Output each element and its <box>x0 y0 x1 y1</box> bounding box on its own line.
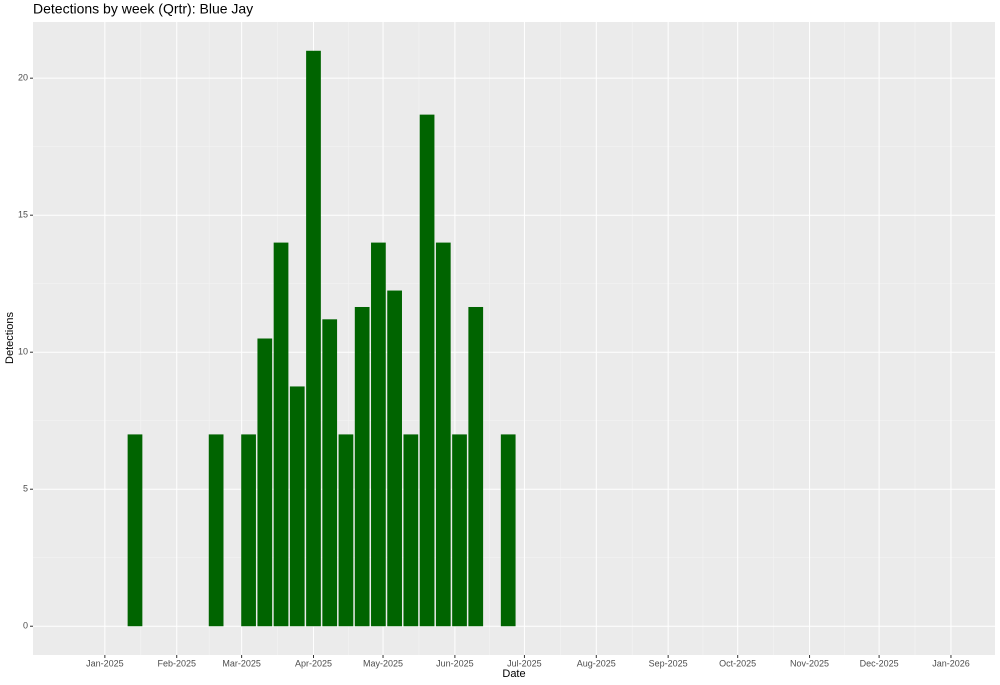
x-tick-label: Jul-2025 <box>507 658 542 668</box>
y-axis-label: Detections <box>4 312 16 364</box>
bar <box>127 434 143 627</box>
y-tick-label: 0 <box>23 621 28 631</box>
x-tick-label: Nov-2025 <box>790 658 829 668</box>
x-tick-label: Sep-2025 <box>649 658 688 668</box>
bar <box>354 306 370 627</box>
x-tick-label: Oct-2025 <box>719 658 756 668</box>
bar <box>403 434 419 627</box>
bar <box>371 242 386 627</box>
x-axis-label: Date <box>502 668 525 680</box>
x-tick-label: May-2025 <box>363 658 403 668</box>
y-tick-label: 5 <box>23 484 28 494</box>
bar <box>273 242 289 627</box>
bar <box>419 114 435 627</box>
bar <box>435 242 451 627</box>
chart-title: Detections by week (Qrtr): Blue Jay <box>33 1 253 17</box>
x-tick-label: Mar-2025 <box>222 658 261 668</box>
x-tick-label: Jun-2025 <box>436 658 474 668</box>
x-tick-label: Jan-2025 <box>86 658 124 668</box>
bar <box>306 50 321 627</box>
bar <box>241 434 256 627</box>
bar <box>387 290 402 627</box>
y-tick-label: 20 <box>18 73 28 83</box>
x-tick-label: Apr-2025 <box>295 658 332 668</box>
bar <box>322 319 338 627</box>
bar <box>500 434 516 627</box>
y-tick-label: 10 <box>18 347 28 357</box>
bar <box>452 434 467 627</box>
x-tick-label: Dec-2025 <box>860 658 899 668</box>
bar <box>468 306 484 627</box>
x-tick-label: Feb-2025 <box>157 658 196 668</box>
bar <box>257 338 273 627</box>
bar <box>338 434 354 627</box>
y-tick-label: 15 <box>18 210 28 220</box>
x-tick-label: Aug-2025 <box>577 658 616 668</box>
bar <box>289 386 305 627</box>
x-tick-label: Jan-2026 <box>932 658 970 668</box>
bar <box>208 434 224 627</box>
